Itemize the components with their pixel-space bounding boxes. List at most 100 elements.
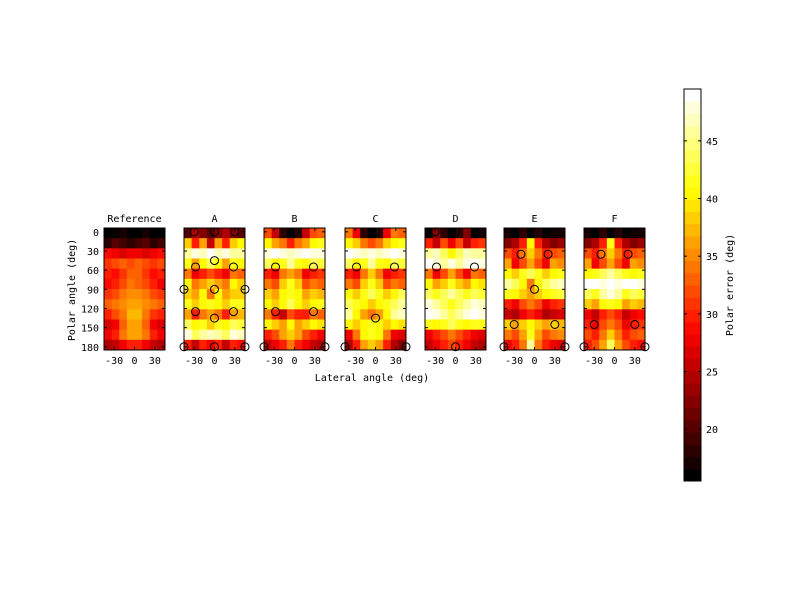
heatmap-cell <box>149 248 158 259</box>
heatmap-cell <box>534 268 543 280</box>
heatmap-cell <box>455 309 464 320</box>
x-tick-label: 0 <box>131 356 137 367</box>
heatmap-cell <box>184 258 193 270</box>
heatmap-cell <box>504 258 513 270</box>
heatmap-cell <box>286 319 295 331</box>
heatmap-cell <box>134 299 143 310</box>
heatmap-cell <box>149 299 158 310</box>
heatmap-cell <box>629 309 638 320</box>
heatmap-cell <box>375 299 384 310</box>
heatmap-cell <box>184 278 193 290</box>
heatmap-cell <box>526 238 535 249</box>
heatmap-cell <box>206 238 215 249</box>
heatmap-cell <box>447 248 456 259</box>
heatmap-cell <box>390 299 399 310</box>
heatmap-cell <box>470 289 479 300</box>
heatmap-cell <box>279 289 288 300</box>
panel-title: D <box>452 214 458 225</box>
heatmap-cell <box>360 248 369 259</box>
panel-f: -30 0 30 F <box>579 214 650 367</box>
heatmap-cell <box>375 278 384 290</box>
heatmap-cell <box>302 299 311 310</box>
marker-circle <box>191 307 201 317</box>
y-tick-label: 90 <box>87 285 99 296</box>
colorbar-swatch <box>684 334 701 347</box>
heatmap-cell <box>542 339 551 351</box>
heatmap-cell <box>264 299 273 310</box>
heatmap-cell <box>614 248 623 259</box>
heatmap-cell <box>519 228 528 239</box>
heatmap-cell <box>622 299 631 310</box>
heatmap-cell <box>549 238 558 249</box>
marker-circle <box>430 227 440 237</box>
heatmap-cell <box>463 299 472 310</box>
x-tick-label: 30 <box>390 356 402 367</box>
heatmap-cell <box>286 329 295 341</box>
heatmap-cell <box>542 228 551 239</box>
x-tick-label: -30 <box>426 356 444 367</box>
heatmap-cell <box>142 339 151 351</box>
heatmap-cell <box>237 248 246 259</box>
heatmap-cell <box>360 299 369 310</box>
heatmap-cell <box>294 258 303 270</box>
heatmap-cell <box>345 248 354 259</box>
heatmap-cell <box>104 238 113 249</box>
x-tick-label: 30 <box>470 356 482 367</box>
heatmap-cell <box>317 248 326 259</box>
heatmap-cell <box>447 268 456 280</box>
heatmap-cell <box>271 248 280 259</box>
heatmap-cell <box>157 258 166 270</box>
heatmap-cell <box>599 228 608 239</box>
heatmap-cell <box>606 258 615 270</box>
panel-a: -30 0 30 A <box>179 214 250 367</box>
colorbar-swatch <box>684 211 701 225</box>
colorbar-swatch <box>684 419 701 433</box>
x-tick-label: -30 <box>585 356 603 367</box>
heatmap-cell <box>614 268 623 280</box>
heatmap-cell <box>637 319 646 331</box>
heatmap-cell <box>229 258 238 270</box>
heatmap-cell <box>149 268 158 280</box>
x-tick-label: -30 <box>505 356 523 367</box>
heatmap-cell <box>432 309 441 320</box>
heatmap-cell <box>614 258 623 270</box>
heatmap-cell <box>222 228 231 239</box>
heatmap-cell <box>206 248 215 259</box>
heatmap-cell <box>534 258 543 270</box>
heatmap-cell <box>519 289 528 300</box>
colorbar-tick-label: 25 <box>706 367 718 378</box>
heatmap-cell <box>309 228 318 239</box>
colorbar-swatch <box>684 150 701 163</box>
heatmap-cell <box>534 339 543 351</box>
heatmap-cell <box>294 299 303 310</box>
heatmap-cell <box>584 268 593 280</box>
heatmap-cell <box>637 299 646 310</box>
heatmap-cell <box>191 329 200 341</box>
heatmap-cell <box>271 289 280 300</box>
heatmap-cell <box>134 289 143 300</box>
heatmap-cell <box>614 309 623 320</box>
y-axis-label: Polar angle (deg) <box>67 239 78 341</box>
heatmap-cell <box>534 299 543 310</box>
heatmap-cell <box>383 258 392 270</box>
heatmap-cell <box>111 238 120 249</box>
heatmap-cell <box>425 319 434 331</box>
heatmap-cell <box>126 329 135 341</box>
heatmap-cell <box>455 319 464 331</box>
heatmap-cell <box>119 238 128 249</box>
heatmap-cell <box>286 289 295 300</box>
heatmap-cell <box>191 258 200 270</box>
heatmap-cell <box>440 258 449 270</box>
heatmap-cell <box>591 309 600 320</box>
panel-title: A <box>211 214 217 225</box>
y-tick-label: 60 <box>87 266 99 277</box>
heatmap-cell <box>478 319 487 331</box>
heatmap-cell <box>549 289 558 300</box>
heatmap-cell <box>511 339 520 351</box>
heatmap-cell <box>199 299 208 310</box>
heatmap-cell <box>352 319 361 331</box>
heatmap-cell <box>557 289 566 300</box>
colorbar-swatch <box>684 370 701 384</box>
panel-c: -30 0 30 C <box>340 214 411 367</box>
heatmap-cell <box>542 278 551 290</box>
